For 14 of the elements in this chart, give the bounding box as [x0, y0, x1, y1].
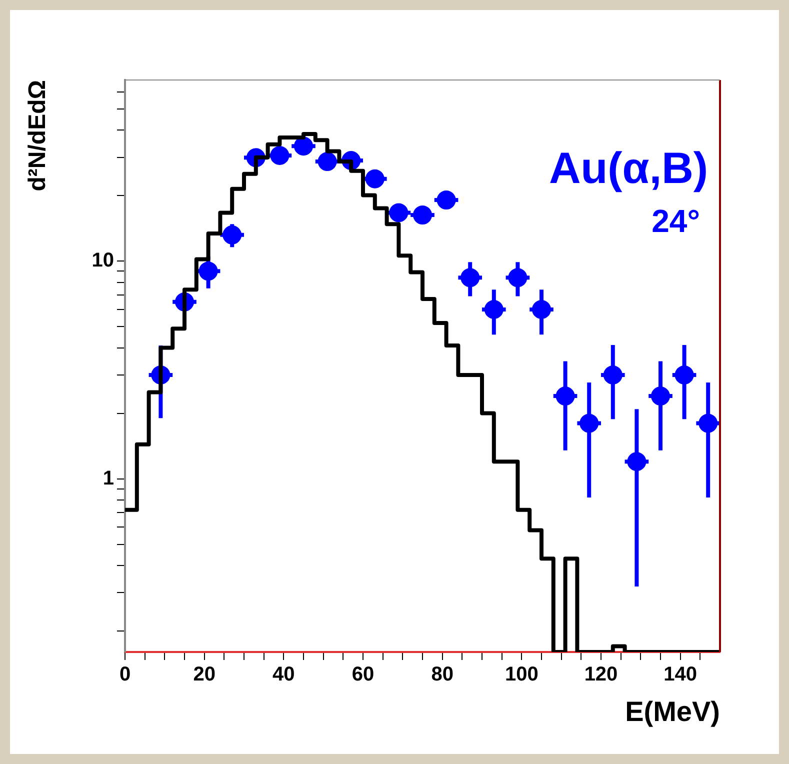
annotation: 24° — [652, 203, 700, 239]
x-tick-label: 140 — [664, 664, 698, 686]
y-axis-title: d²N/dEdΩ — [24, 80, 52, 192]
x-tick-label: 120 — [584, 664, 618, 686]
x-tick-label: 20 — [193, 664, 216, 686]
x-tick-label: 80 — [431, 664, 454, 686]
x-tick-label: 60 — [352, 664, 374, 686]
annotation: Au(α,B) — [548, 144, 708, 193]
y-tick-label: 1 — [102, 467, 114, 490]
x-axis-title: E(MeV) — [625, 696, 720, 727]
x-tick-label: 100 — [504, 664, 538, 686]
x-tick-label: 0 — [119, 664, 131, 686]
x-tick-label: 40 — [272, 664, 295, 686]
y-tick-label: 10 — [92, 250, 114, 272]
